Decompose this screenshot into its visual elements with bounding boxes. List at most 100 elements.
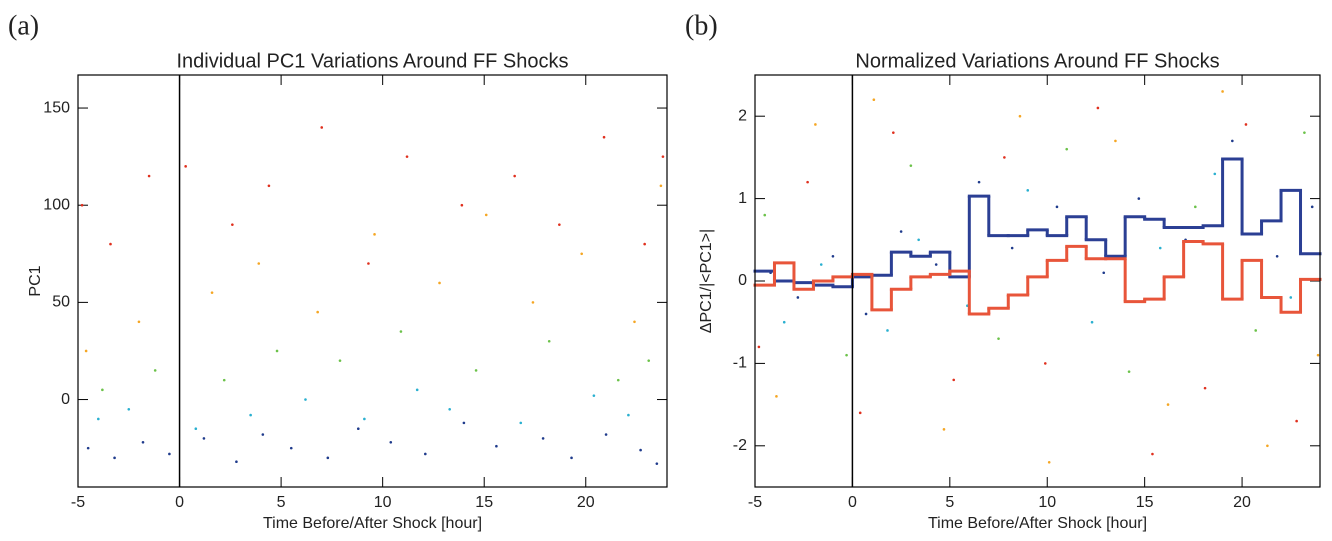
scatter-point xyxy=(864,312,868,316)
scatter-point xyxy=(462,421,466,425)
scatter-point xyxy=(1221,90,1224,93)
scatter-point xyxy=(389,441,393,444)
scatter-point xyxy=(977,180,981,184)
scatter-point xyxy=(757,345,761,349)
x-tick-label: -5 xyxy=(748,494,762,511)
scatter-point xyxy=(261,433,265,436)
scatter-point xyxy=(363,417,366,421)
scatter-point xyxy=(531,301,535,304)
x-axis-label: Time Before/After Shock [hour] xyxy=(263,515,482,532)
y-tick-label: 0 xyxy=(61,391,70,408)
x-axis-label: Time Before/After Shock [hour] xyxy=(928,515,1147,532)
y-tick-label: 50 xyxy=(52,294,70,311)
chart-title: Normalized Variations Around FF Shocks xyxy=(855,50,1219,72)
scatter-point xyxy=(1203,386,1207,390)
x-tick-label: 5 xyxy=(277,494,286,511)
scatter-point xyxy=(872,98,876,102)
scatter-point xyxy=(1065,147,1069,151)
scatter-point xyxy=(109,242,112,246)
scatter-point xyxy=(1231,139,1234,143)
scatter-point xyxy=(604,433,608,436)
scatter-point xyxy=(316,310,319,314)
scatter-point xyxy=(661,155,665,158)
scatter-point xyxy=(602,135,606,139)
scatter-point xyxy=(1275,254,1279,258)
scatter-point xyxy=(1158,246,1162,250)
scatter-point xyxy=(1295,419,1298,423)
scatter-point xyxy=(814,123,817,126)
panel-label: (b) xyxy=(685,10,718,41)
y-tick-label: 1 xyxy=(738,190,747,207)
scatter-point xyxy=(373,233,376,236)
scatter-point xyxy=(147,174,151,178)
x-tick-label: 0 xyxy=(175,494,184,511)
scatter-point xyxy=(84,349,88,353)
scatter-point xyxy=(249,413,252,417)
scatter-point xyxy=(647,359,651,362)
scatter-point xyxy=(194,427,198,430)
scatter-point xyxy=(616,378,620,382)
scatter-point xyxy=(1289,296,1293,299)
scatter-point xyxy=(1303,131,1306,134)
scatter-point xyxy=(415,388,419,392)
scatter-point xyxy=(356,427,360,430)
scatter-point xyxy=(438,281,441,285)
scatter-point xyxy=(1151,452,1154,456)
x-tick-label: 0 xyxy=(848,494,857,511)
y-tick-label: 100 xyxy=(43,196,70,213)
scatter-point xyxy=(495,444,498,448)
scatter-point xyxy=(519,421,523,425)
scatter-point xyxy=(484,213,488,217)
scatter-point xyxy=(367,262,370,265)
scatter-point xyxy=(655,462,659,465)
scatter-point xyxy=(899,230,903,233)
y-axis-label: ΔPC1/|<PC1>| xyxy=(698,229,715,333)
y-tick-label: -1 xyxy=(733,355,747,372)
scatter-point xyxy=(1194,205,1197,209)
chart-title: Individual PC1 Variations Around FF Shoc… xyxy=(176,50,568,72)
scatter-point xyxy=(639,448,642,452)
scatter-point xyxy=(1043,362,1047,365)
scatter-point xyxy=(141,441,145,444)
scatter-point xyxy=(137,320,141,324)
x-tick-label: 15 xyxy=(475,494,493,511)
scatter-point xyxy=(1090,320,1094,324)
scatter-point xyxy=(513,174,516,178)
scatter-point xyxy=(558,223,561,226)
y-tick-label: 150 xyxy=(43,99,70,116)
scatter-point xyxy=(580,252,583,256)
scatter-point xyxy=(222,378,226,382)
scatter-point xyxy=(1102,271,1106,275)
scatter-point xyxy=(231,223,234,226)
panel-label: (a) xyxy=(8,10,39,41)
scatter-point xyxy=(775,395,778,398)
scatter-point xyxy=(952,378,956,382)
scatter-point xyxy=(909,164,913,167)
scatter-point xyxy=(1254,329,1258,332)
scatter-point xyxy=(1316,353,1320,357)
scatter-point xyxy=(168,452,171,456)
scatter-point xyxy=(1003,156,1006,159)
scatter-point xyxy=(831,254,835,258)
x-tick-label: -5 xyxy=(71,494,85,511)
scatter-point xyxy=(399,330,403,333)
scatter-point xyxy=(1010,246,1014,250)
scatter-point xyxy=(202,437,206,440)
scatter-point xyxy=(113,456,116,460)
scatter-point xyxy=(997,337,1000,340)
scatter-point xyxy=(460,203,464,207)
scatter-point xyxy=(659,184,663,188)
scatter-point xyxy=(934,263,938,266)
y-axis-label: PC1 xyxy=(27,265,44,296)
scatter-point xyxy=(782,320,786,324)
scatter-point xyxy=(917,238,920,242)
scatter-point xyxy=(424,452,427,456)
scatter-point xyxy=(1244,123,1248,126)
scatter-point xyxy=(1310,205,1314,209)
scatter-point xyxy=(86,446,90,450)
scatter-point xyxy=(1166,403,1170,406)
plot-frame xyxy=(77,74,668,488)
scatter-point xyxy=(338,359,342,362)
